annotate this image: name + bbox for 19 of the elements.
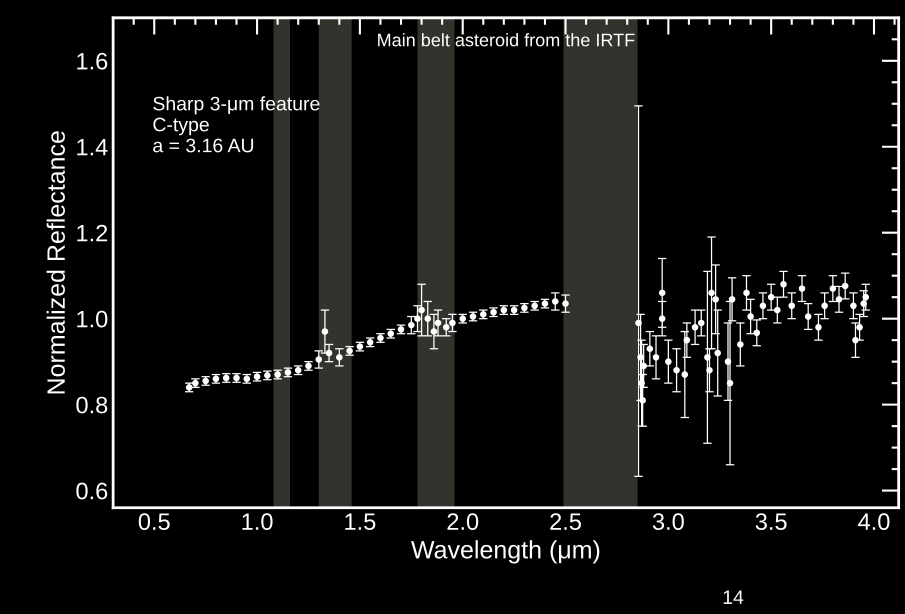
x-tick-label: 1.5	[345, 514, 376, 530]
x-tick-label: 4.0	[858, 513, 890, 530]
y-tick-label: 1.2	[77, 224, 108, 242]
text: Main belt asteroid from the IRTF	[378, 33, 634, 46]
y-tick-label: 1.4	[77, 139, 108, 156]
y-tick-label: 1.0	[77, 310, 108, 328]
x-tick-label: 2.0	[447, 513, 478, 530]
x-tick-label: 0.5	[138, 513, 170, 530]
y-tick-label: 0.6	[76, 482, 108, 500]
x-tick-label: 3.0	[652, 513, 684, 530]
y-tick-label: 1.6	[77, 52, 108, 70]
annotation: Sharp 3-μm feature C-type a = 3.16 AU	[153, 96, 320, 152]
x-tick-label: 1.0	[242, 513, 273, 530]
x-axis-title: Wavelength (μm)	[411, 540, 600, 564]
x-tick-label: 2.5	[550, 513, 581, 530]
y-tick-label: 0.8	[76, 396, 108, 414]
text: 14	[724, 590, 744, 604]
y-axis-title: Normalized Reflectance	[46, 131, 65, 394]
x-tick-label: 3.5	[756, 513, 787, 530]
